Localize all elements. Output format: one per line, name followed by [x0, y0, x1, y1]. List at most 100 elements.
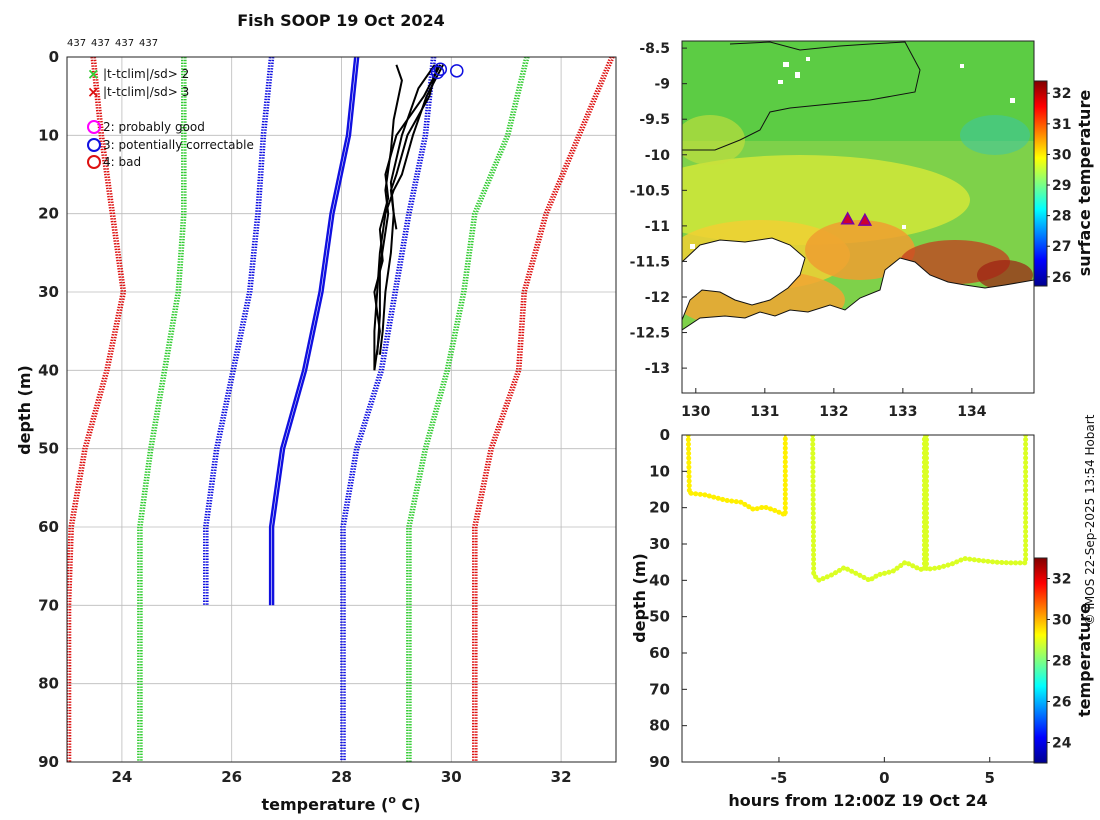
- sst-map-y-ticks: -8.5 -9 -9.5 -10 -10.5 -11 -11.5 -12 -12.5 -13: [630, 41, 687, 377]
- credit-text: © IMOS 22-Sep-2025 13:54 Hobart: [1083, 414, 1097, 625]
- sst-colorbar-tick-label: 30: [1052, 147, 1072, 163]
- map-y-tick-label: -10: [645, 148, 671, 164]
- time-colorbar-tick-label: 24: [1052, 736, 1072, 752]
- cloud-gaps: [690, 57, 1015, 266]
- profile-id-labels: 437 437 437 437: [67, 38, 158, 49]
- sst-map-x-ticks: 130 131 132 133 134: [681, 388, 987, 420]
- profile-y-tick-label: 60: [38, 518, 59, 536]
- time-y-tick-label: 70: [649, 680, 670, 698]
- legend-qc4-label: 4: bad: [103, 155, 141, 169]
- depth-time-colorbar: [1033, 557, 1048, 764]
- time-y-tick-label: 30: [649, 535, 670, 553]
- time-colorbar-tick-label: 26: [1052, 695, 1071, 711]
- sst-colorbar-tick-label: 26: [1052, 270, 1071, 286]
- legend-sd2-label: |t-tclim|/sd> 2: [103, 67, 189, 81]
- time-y-tick-label: 80: [649, 717, 670, 735]
- depth-time-series: [685, 435, 1029, 583]
- time-y-tick-label: 90: [649, 753, 670, 771]
- figure-title: Fish SOOP 19 Oct 2024: [237, 11, 445, 30]
- map-y-tick-label: -13: [645, 361, 670, 377]
- profile-x-tick-label: 32: [551, 768, 572, 786]
- legend-qc3-marker: [87, 138, 101, 152]
- time-y-tick-label: 0: [660, 426, 670, 444]
- map-x-tick-label: 132: [819, 404, 848, 420]
- depth-time-colorbar-ticks: 24 26 28 30 32: [1047, 572, 1072, 752]
- sst-bay-warm-patch: [805, 220, 915, 280]
- profile-y-tick-label: 30: [38, 283, 59, 301]
- time-colorbar-tick-label: 32: [1052, 572, 1071, 588]
- map-y-tick-label: -10.5: [630, 183, 670, 199]
- time-x-tick-label: 5: [985, 769, 995, 787]
- legend-sd2-marker: ×: [87, 65, 100, 83]
- temperature-profile-cast-3: [389, 64, 436, 230]
- land-mainland: [682, 257, 1034, 393]
- map-x-tick-label: 133: [888, 404, 917, 420]
- depth-time-track-core: [925, 435, 1027, 571]
- coastline-contour: [682, 41, 921, 151]
- sst-map-image: [682, 41, 1034, 393]
- profile-y-tick-label: 10: [38, 126, 59, 144]
- legend-qc2-label: 2: probably good: [103, 120, 205, 134]
- depth-time-chart: -5 0 5 0 10 20 30 40 50 60 70 80 90 hours from 12:0…: [630, 426, 1094, 810]
- climatology-line-mean-double: [271, 57, 360, 606]
- climatology-line-mean-2sd-double: [409, 57, 530, 762]
- climatology-line-mean-2sd: [406, 57, 527, 762]
- profile-id-label: 437: [139, 38, 158, 49]
- land-tiwi-islands: [682, 237, 806, 321]
- profile-y-axis-label: depth (m): [15, 365, 34, 455]
- sst-map: 130 131 132 133 134 -8.5 -9 -9.5 -10 -10.5 -11 -11…: [630, 40, 1094, 420]
- time-y-tick-label: 10: [649, 462, 670, 480]
- map-x-tick-label: 134: [957, 404, 986, 420]
- temperature-profile-cast-2: [373, 64, 442, 371]
- profile-legend: × |t-tclim|/sd> 2 × |t-tclim|/sd> 3 2: p…: [87, 65, 254, 169]
- climatology-line-mean-sd-double: [206, 57, 275, 606]
- map-y-tick-label: -12.5: [630, 326, 670, 342]
- temperature-profile-cast-4: [373, 64, 444, 371]
- profile-y-tick-label: 40: [38, 361, 59, 379]
- depth-time-plot-area: [682, 435, 1034, 762]
- qc-flag-marker: [433, 62, 448, 77]
- depth-time-x-axis-label: hours from 12:00Z 19 Oct 24: [728, 791, 987, 810]
- map-y-tick-label: -11: [645, 219, 670, 235]
- climatology-line-mean-3sd: [67, 57, 124, 762]
- depth-time-track-core: [687, 435, 787, 517]
- cast-location-marker: [857, 212, 873, 226]
- map-x-tick-label: 130: [681, 404, 710, 420]
- depth-time-y-ticks: 0 10 20 30 40 50 60 70 80 90: [649, 426, 687, 771]
- profile-x-axis-label: temperature (o C): [261, 793, 420, 814]
- map-y-tick-label: -11.5: [630, 254, 670, 270]
- time-y-tick-label: 40: [649, 571, 670, 589]
- time-x-tick-label: -5: [771, 769, 788, 787]
- profile-x-tick-label: 24: [111, 768, 132, 786]
- legend-sd3-label: |t-tclim|/sd> 3: [103, 85, 189, 99]
- sst-colorbar-tick-label: 31: [1052, 117, 1071, 133]
- profile-y-tick-label: 0: [49, 48, 59, 66]
- depth-time-x-ticks: -5 0 5: [771, 757, 995, 787]
- temperature-profile-cast-5: [376, 64, 403, 355]
- profile-y-tick-label: 20: [38, 205, 59, 223]
- map-y-tick-label: -12: [645, 290, 670, 306]
- sst-colorbar-tick-label: 27: [1052, 239, 1071, 255]
- sst-colorbar: [1033, 80, 1048, 287]
- legend-sd3-marker: ×: [87, 83, 100, 101]
- legend-qc3-label: 3: potentially correctable: [103, 138, 254, 152]
- sst-cool-patch: [960, 115, 1030, 155]
- map-y-tick-label: -9: [654, 77, 670, 93]
- qc-flag-marker: [430, 65, 445, 80]
- sst-colorbar-tick-label: 28: [1052, 209, 1071, 225]
- profile-id-label: 437: [115, 38, 134, 49]
- time-colorbar-tick-label: 30: [1052, 613, 1072, 629]
- profile-id-label: 437: [67, 38, 86, 49]
- climatology-line-mean: [268, 57, 357, 606]
- climatology-line-mean-sd: [203, 57, 272, 606]
- cast-location-marker: [840, 211, 855, 225]
- profile-x-tick-label: 26: [221, 768, 242, 786]
- profile-y-tick-label: 90: [38, 753, 59, 771]
- profile-id-label: 437: [91, 38, 110, 49]
- depth-time-track-core: [811, 435, 926, 582]
- map-x-tick-label: 131: [750, 404, 779, 420]
- profile-x-ticks: 24 26 28 30 32: [111, 768, 571, 786]
- legend-qc4-marker: [87, 155, 101, 169]
- time-y-tick-label: 20: [649, 499, 670, 517]
